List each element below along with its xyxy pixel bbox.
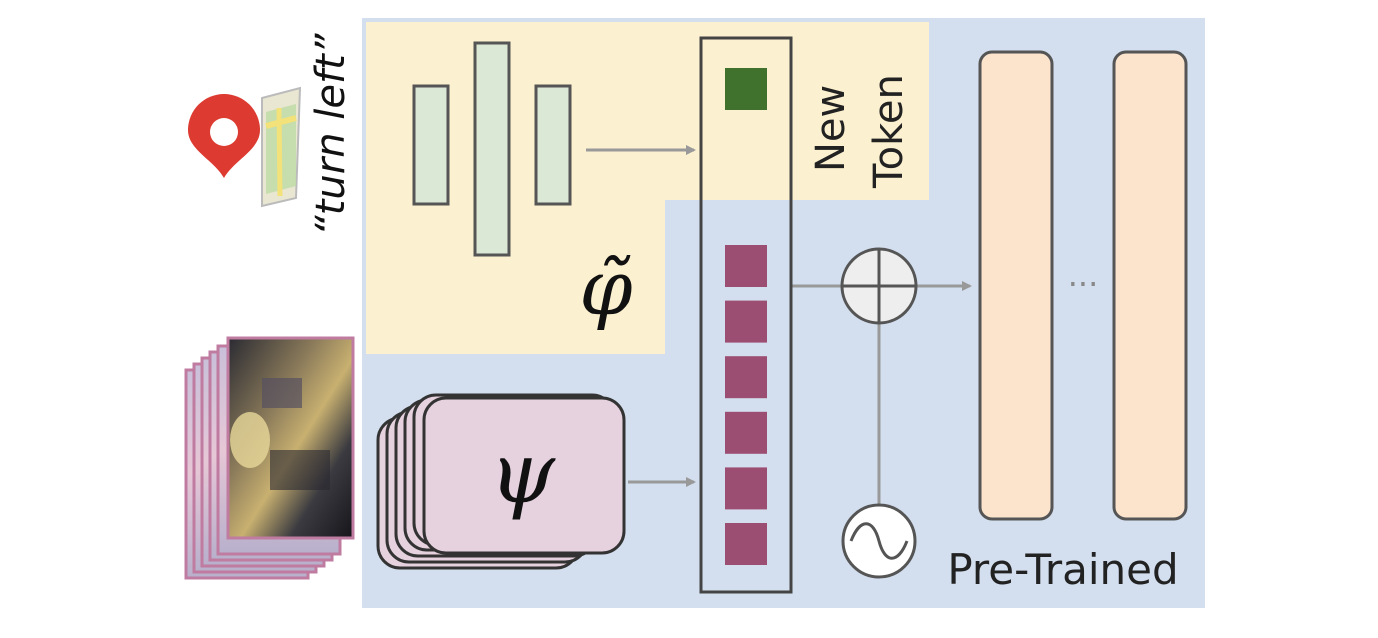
layer-ellipsis: ··· xyxy=(1068,265,1099,303)
add-operator-icon xyxy=(840,247,918,325)
observation-token xyxy=(725,411,767,454)
sinusoid-icon xyxy=(841,503,917,579)
new-token-label-line2: Token xyxy=(866,74,912,189)
observation-token xyxy=(725,300,767,343)
psi-block-stack xyxy=(376,393,626,570)
encoder-bar-right xyxy=(534,84,572,206)
token-column xyxy=(699,36,793,594)
phi-tilde-symbol: φ̃ xyxy=(579,243,632,332)
instruction-text: “turn left” xyxy=(308,33,354,236)
psi-symbol: ψ xyxy=(489,424,556,522)
encoder-bar-left xyxy=(412,84,450,206)
observation-tokens xyxy=(725,245,767,565)
observation-token xyxy=(725,467,767,510)
observation-token xyxy=(725,245,767,287)
pretrained-label: Pre-Trained xyxy=(947,545,1178,594)
map-icon xyxy=(261,86,302,208)
new-token-label-line1: New xyxy=(808,85,854,172)
transformer-layer-1 xyxy=(978,50,1054,521)
transformer-layer-2 xyxy=(1112,50,1188,521)
observation-token xyxy=(725,523,767,565)
observation-token xyxy=(725,356,767,399)
map-pin-icon xyxy=(188,94,260,178)
encoder-bar-center xyxy=(473,41,511,257)
new-token xyxy=(725,68,767,110)
video-frames-icon xyxy=(184,336,355,580)
